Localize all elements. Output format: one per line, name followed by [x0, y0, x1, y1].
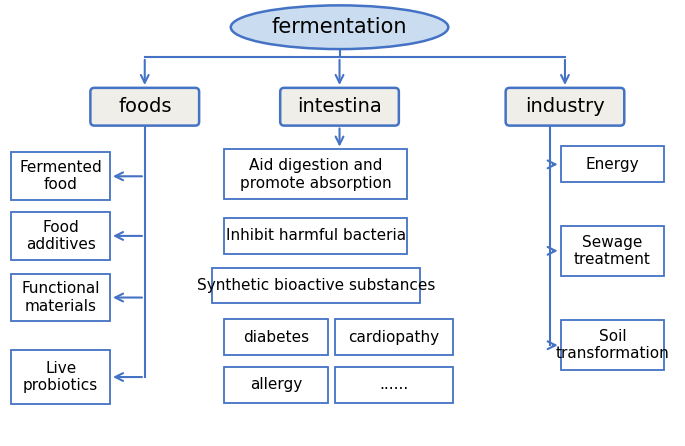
Text: Sewage
treatment: Sewage treatment	[574, 235, 651, 267]
Ellipse shape	[231, 5, 448, 49]
Text: Soil
transformation: Soil transformation	[556, 329, 669, 361]
Text: foods: foods	[118, 97, 171, 116]
Text: ......: ......	[379, 377, 408, 392]
Text: intestina: intestina	[297, 97, 382, 116]
Bar	[11, 153, 110, 200]
Bar	[225, 149, 408, 199]
Text: cardiopathy: cardiopathy	[349, 330, 440, 345]
Text: Fermented
food: Fermented food	[19, 160, 102, 193]
Bar	[334, 367, 453, 403]
Bar	[225, 218, 408, 254]
Text: diabetes: diabetes	[243, 330, 310, 345]
FancyBboxPatch shape	[90, 88, 199, 126]
Bar	[11, 212, 110, 260]
Text: Aid digestion and
promote absorption: Aid digestion and promote absorption	[240, 158, 392, 190]
Bar	[11, 350, 110, 405]
Bar	[11, 274, 110, 322]
Bar	[560, 320, 664, 370]
Text: Energy: Energy	[586, 157, 639, 172]
Text: Food
additives: Food additives	[26, 220, 96, 252]
Text: fermentation: fermentation	[272, 17, 408, 37]
Bar	[334, 319, 453, 355]
Text: Functional
materials: Functional materials	[21, 281, 100, 314]
Text: industry: industry	[525, 97, 605, 116]
FancyBboxPatch shape	[280, 88, 399, 126]
Bar	[225, 367, 328, 403]
Bar	[560, 146, 664, 182]
FancyBboxPatch shape	[506, 88, 624, 126]
Text: allergy: allergy	[250, 377, 302, 392]
Text: Synthetic bioactive substances: Synthetic bioactive substances	[197, 278, 435, 293]
Text: Inhibit harmful bacteria: Inhibit harmful bacteria	[226, 228, 406, 244]
Text: Live
probiotics: Live probiotics	[23, 361, 99, 393]
Bar	[212, 268, 420, 303]
Bar	[225, 319, 328, 355]
Bar	[560, 226, 664, 276]
